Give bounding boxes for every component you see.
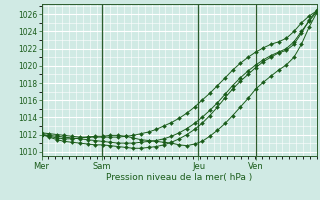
X-axis label: Pression niveau de la mer( hPa ): Pression niveau de la mer( hPa )	[106, 173, 252, 182]
